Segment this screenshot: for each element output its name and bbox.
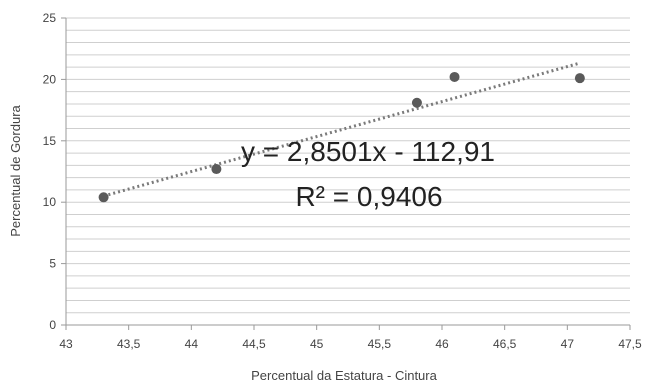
- y-tick-label: 10: [43, 195, 57, 209]
- y-tick-label: 25: [43, 11, 57, 25]
- data-point: [449, 71, 460, 82]
- x-tick-label: 43,5: [117, 337, 141, 351]
- axes: [61, 17, 631, 330]
- y-tick-label: 0: [49, 318, 56, 332]
- trendline-equation: y = 2,8501x - 112,91: [241, 136, 495, 167]
- trendline-layer: [103, 61, 581, 198]
- data-point: [98, 192, 109, 203]
- x-axis-title: Percentual da Estatura - Cintura: [251, 368, 437, 383]
- x-tick-label: 47: [561, 337, 575, 351]
- x-tick-label: 43: [59, 337, 73, 351]
- tick-labels: 43 43,5 44 44,5 45 45,5 46 46,5 47 47,5 0 5 10 15 20 25: [43, 11, 642, 351]
- x-tick-label: 44,5: [242, 337, 266, 351]
- x-tick-label: 45,5: [368, 337, 392, 351]
- r-squared-label: R² = 0,9406: [295, 181, 442, 212]
- x-tick-label: 46,5: [493, 337, 517, 351]
- y-tick-label: 20: [43, 72, 57, 86]
- y-axis-title: Percentual de Gordura: [8, 104, 23, 236]
- gridlines: [66, 17, 630, 314]
- trendline: [103, 61, 581, 198]
- x-tick-label: 45: [310, 337, 324, 351]
- x-tick-label: 47,5: [618, 337, 642, 351]
- y-tick-label: 5: [49, 257, 56, 271]
- data-point: [574, 73, 585, 84]
- data-points: [98, 71, 585, 203]
- data-point: [411, 97, 422, 108]
- data-point: [211, 164, 222, 175]
- y-tick-label: 15: [43, 134, 57, 148]
- x-tick-label: 44: [185, 337, 199, 351]
- x-tick-label: 46: [435, 337, 449, 351]
